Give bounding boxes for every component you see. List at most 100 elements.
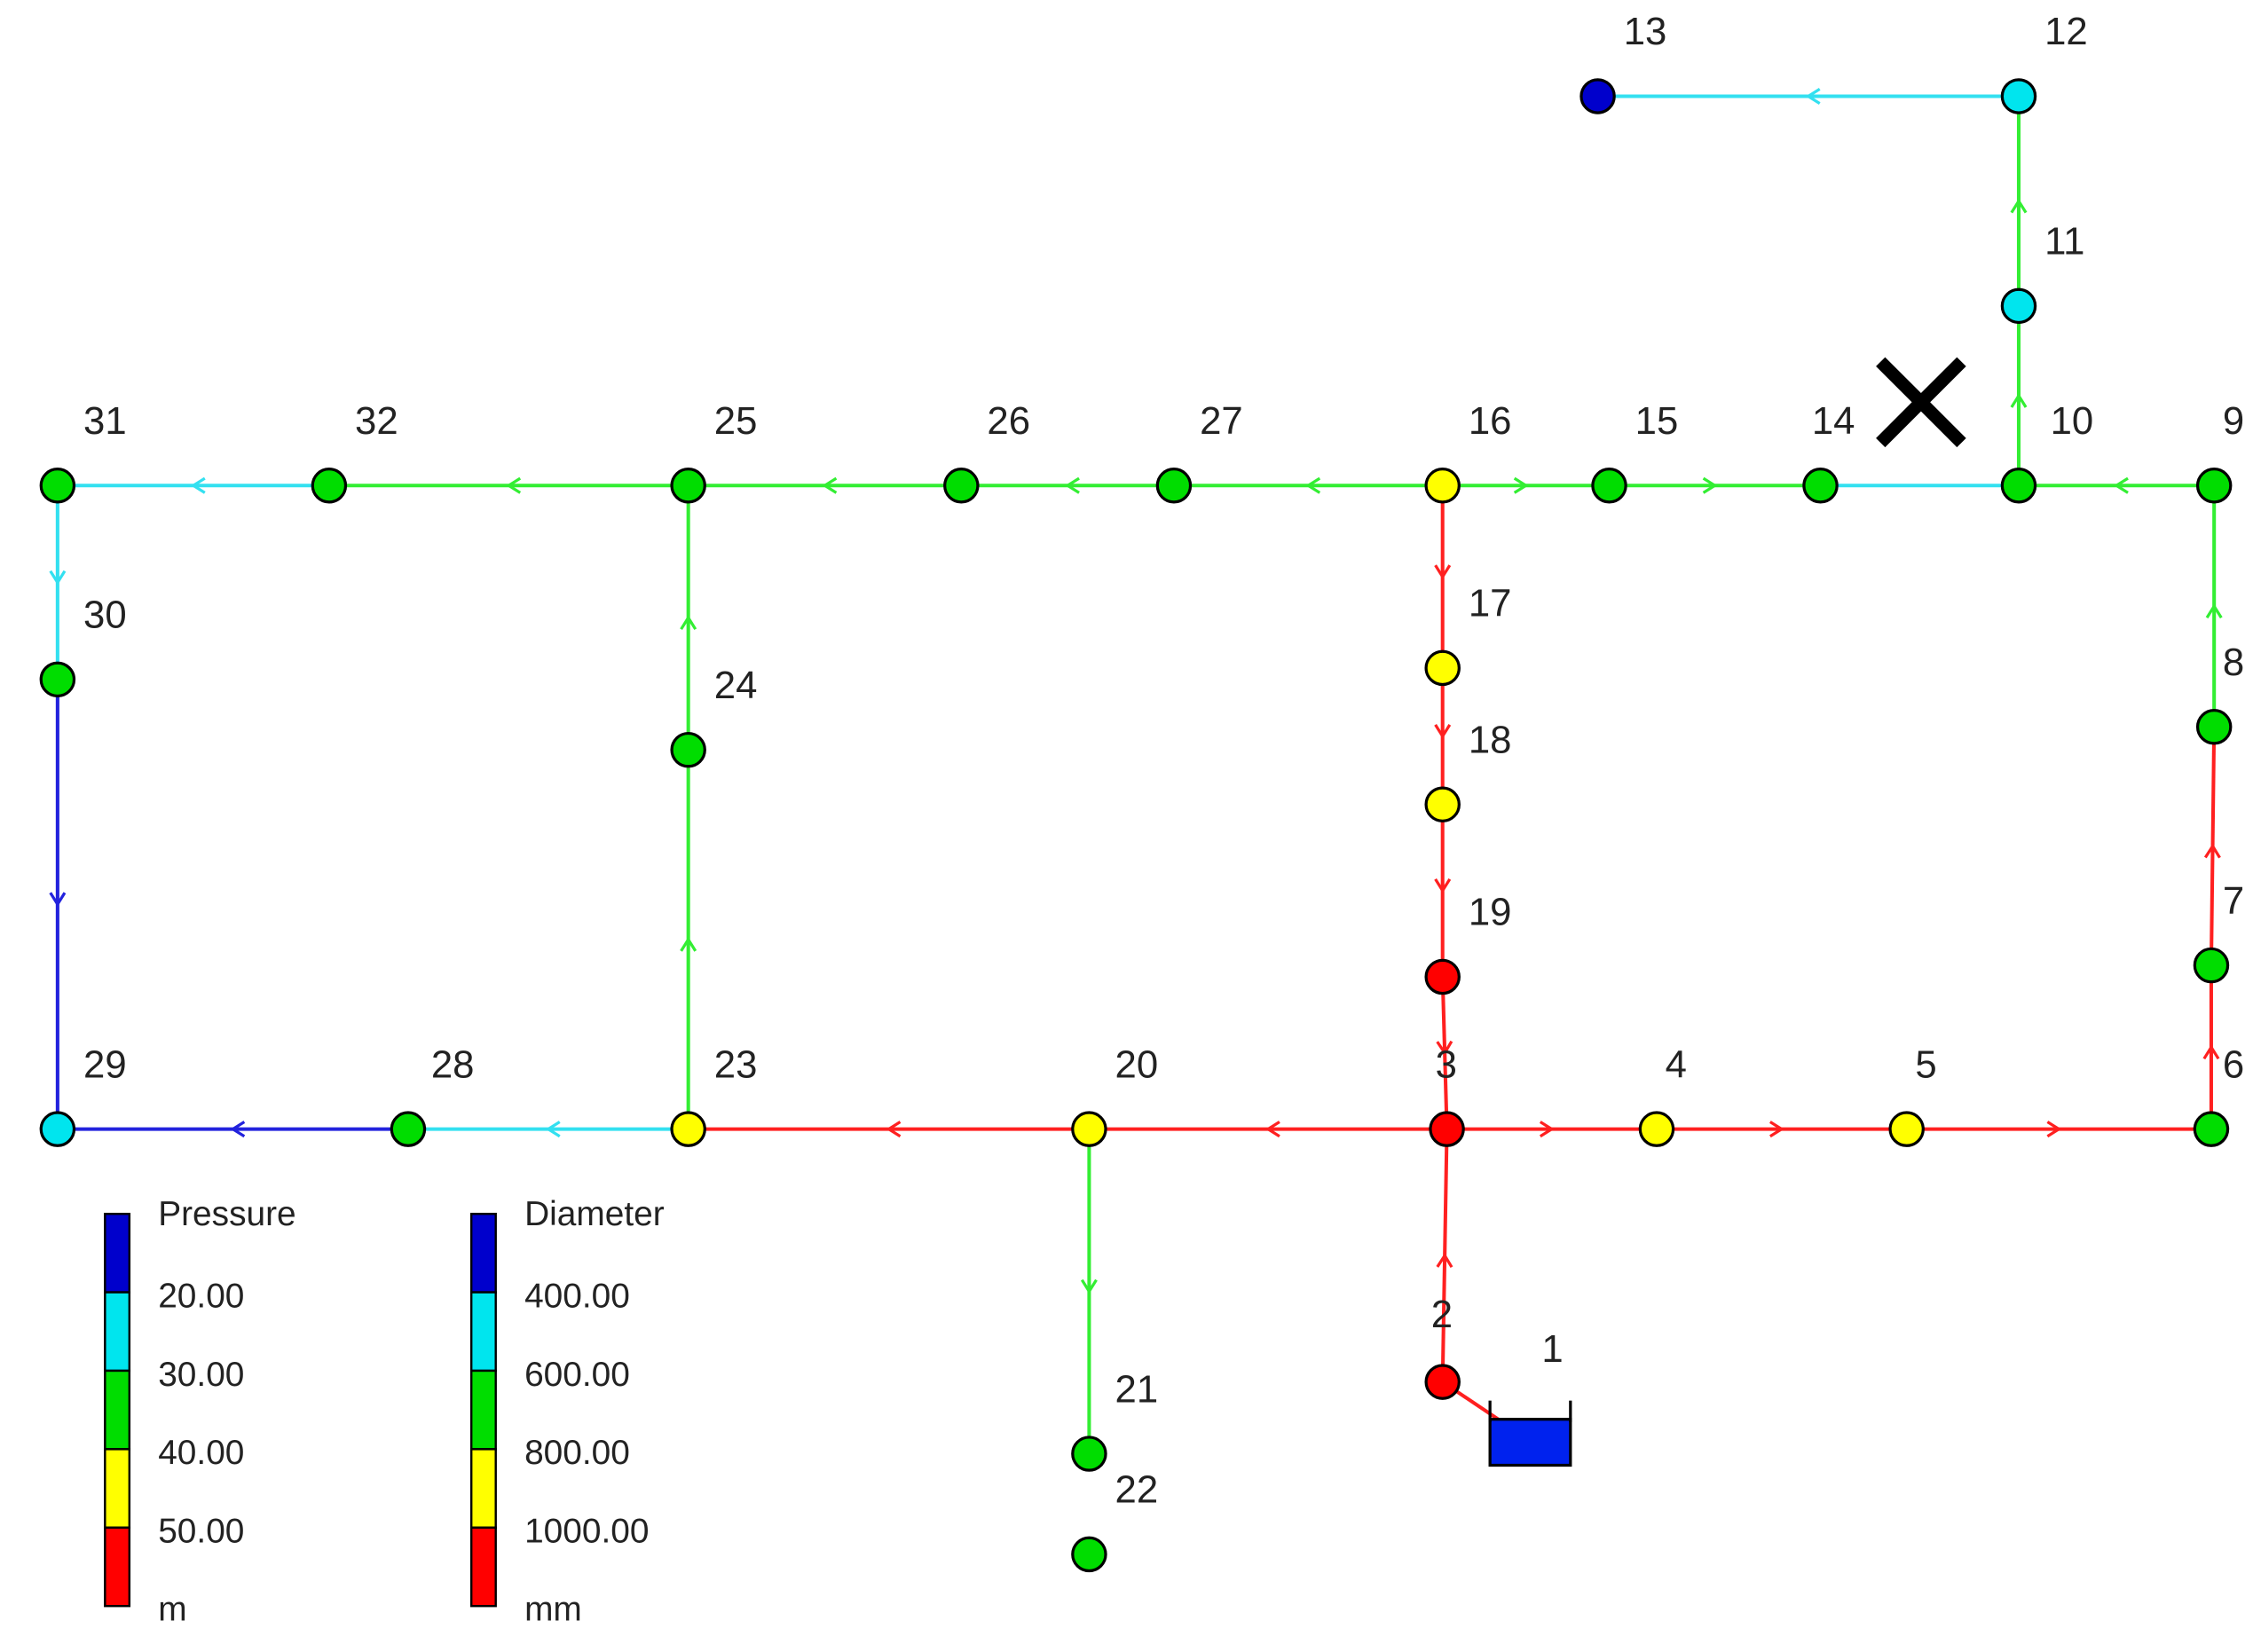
flow-arrow	[1080, 1278, 1098, 1294]
flow-arrow	[506, 476, 522, 494]
node-label: 21	[1115, 1367, 1159, 1411]
node-label: 29	[83, 1042, 127, 1086]
legend-swatch	[469, 1526, 497, 1608]
flow-arrow	[1065, 476, 1080, 494]
node-label: 12	[2044, 10, 2088, 53]
junction	[311, 468, 348, 504]
junction	[2193, 1111, 2230, 1147]
junction	[1429, 1111, 1465, 1147]
junction	[943, 468, 980, 504]
node-label: 28	[431, 1042, 475, 1086]
node-label: 30	[83, 594, 127, 637]
flow-arrow	[2203, 843, 2221, 859]
junction	[1424, 649, 1461, 687]
junction	[1802, 468, 1839, 504]
node-label: 18	[1469, 718, 1512, 761]
node-label: 22	[1115, 1468, 1159, 1512]
node-label: 32	[355, 399, 398, 443]
flow-arrow	[822, 476, 838, 494]
node-label: 23	[714, 1042, 758, 1086]
legend-label: 800.00	[524, 1434, 630, 1472]
flow-arrow	[1436, 1040, 1453, 1056]
flow-arrow	[49, 570, 67, 586]
node-label: 11	[2044, 220, 2084, 264]
node-label: 1	[1541, 1327, 1563, 1371]
flow-arrow	[1264, 1121, 1280, 1138]
legend-label: 20.00	[158, 1277, 244, 1315]
junction	[390, 1111, 427, 1147]
node-label: 19	[1469, 891, 1512, 934]
flow-arrow	[1769, 1121, 1784, 1138]
junction	[670, 468, 706, 504]
node-label: 6	[2223, 1042, 2244, 1086]
node-label: 5	[1915, 1042, 1936, 1086]
junction	[1424, 786, 1461, 822]
flow-arrow	[680, 615, 697, 631]
flow-arrow	[1434, 564, 1452, 580]
node-label: 26	[987, 399, 1030, 443]
node-label: 10	[2051, 399, 2094, 443]
flow-arrow	[680, 936, 697, 952]
junction	[670, 731, 706, 768]
junction	[2193, 947, 2230, 984]
junction	[39, 661, 76, 698]
flow-arrow	[1436, 1253, 1453, 1269]
junction	[1071, 1536, 1107, 1573]
node-label: 20	[1115, 1042, 1159, 1086]
legend-unit: mm	[524, 1590, 582, 1628]
legend-label: 30.00	[158, 1356, 244, 1394]
node-label: 4	[1666, 1042, 1687, 1086]
legend-title: Diameter	[524, 1195, 665, 1233]
junction	[2195, 709, 2233, 745]
legend-swatch	[469, 1448, 497, 1529]
junction	[1638, 1111, 1675, 1147]
junction	[670, 1111, 706, 1147]
flow-arrow	[886, 1121, 902, 1138]
flow-arrow	[2205, 603, 2223, 619]
legends: Pressure 20.00 30.00 40.00 50.00 m Diameter 400…	[104, 1195, 665, 1628]
flow-arrow	[1434, 878, 1452, 893]
flow-arrow	[49, 892, 67, 908]
node-label: 2	[1431, 1293, 1453, 1336]
flow-arrow	[1305, 476, 1321, 494]
junction	[1071, 1111, 1107, 1147]
node-label: 8	[2223, 641, 2244, 684]
legend-title: Pressure	[158, 1195, 295, 1233]
node-label: 27	[1200, 399, 1243, 443]
flow-arrow	[2010, 393, 2028, 408]
junction	[2000, 468, 2037, 504]
flow-arrow	[1702, 476, 1718, 494]
flow-arrow	[545, 1121, 561, 1138]
junction	[1424, 468, 1461, 504]
legend-swatch	[469, 1291, 497, 1373]
node-label: 24	[714, 664, 758, 707]
links	[49, 88, 2223, 1454]
junction	[1579, 78, 1616, 114]
legend-swatch	[104, 1291, 131, 1373]
nodes: 123 4 5 67891011121314151617181920212223242…	[39, 10, 2244, 1573]
legend-swatch	[104, 1369, 131, 1451]
node-label: 16	[1469, 399, 1512, 443]
flow-arrow	[1434, 723, 1452, 739]
legend-swatch	[469, 1369, 497, 1451]
node-label: 9	[2223, 399, 2244, 443]
junction	[2195, 468, 2233, 504]
node-label: 3	[1436, 1042, 1457, 1086]
flow-arrow	[1539, 1121, 1555, 1138]
node-label: 31	[83, 399, 127, 443]
junction	[39, 468, 76, 504]
node-label: 15	[1635, 399, 1679, 443]
flow-arrow	[230, 1121, 246, 1138]
flow-arrow	[2010, 198, 2028, 214]
junction	[39, 1111, 76, 1147]
flow-arrow	[1513, 476, 1529, 494]
node-label: 25	[714, 399, 758, 443]
legend-label: 40.00	[158, 1434, 244, 1472]
junction	[2000, 287, 2037, 325]
junction	[1591, 468, 1627, 504]
node-label: 14	[1812, 399, 1855, 443]
node-label: 13	[1624, 10, 1667, 53]
legend-label: 600.00	[524, 1356, 630, 1394]
